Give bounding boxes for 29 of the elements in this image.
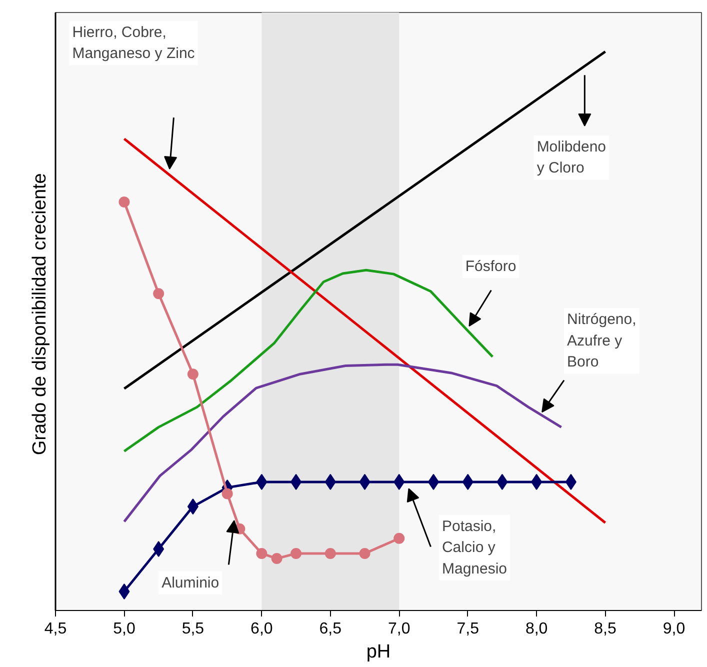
point (187, 368, 198, 380)
x-tick-label: 7,5 (456, 620, 480, 638)
point (118, 196, 130, 208)
point (290, 548, 302, 559)
point (256, 548, 268, 559)
x-tick-label: 9,0 (662, 620, 686, 638)
annotation: Molibdeno y Cloro (536, 138, 606, 177)
x-tick-label: 4,5 (44, 620, 67, 638)
annotation: Nitrógeno, Azufre y Boro (567, 311, 636, 371)
point (118, 584, 130, 600)
x-axis-title: pH (366, 642, 391, 662)
point (324, 548, 336, 559)
x-tick-label: 5,0 (113, 620, 136, 638)
point (394, 532, 405, 544)
annotation: Aluminio (162, 574, 220, 592)
x-tick-label: 5,5 (182, 620, 204, 638)
point (222, 488, 233, 500)
annotation: Hierro, Cobre, Manganeso y Zinc (72, 24, 196, 62)
point (153, 288, 164, 300)
x-tick-label: 8,0 (525, 620, 548, 638)
point (271, 553, 282, 564)
y-axis-title: Grado de disponibilidad creciente (30, 173, 50, 456)
point (359, 548, 370, 559)
annotation: Fósforo (465, 258, 516, 276)
x-tick-label: 7,0 (388, 620, 410, 638)
x-tick-label: 6,0 (250, 620, 273, 638)
x-tick-label: 6,5 (319, 620, 342, 638)
x-tick-label: 8,5 (594, 620, 617, 638)
annotation: Potasio, Calcio y Magnesio (442, 518, 508, 578)
